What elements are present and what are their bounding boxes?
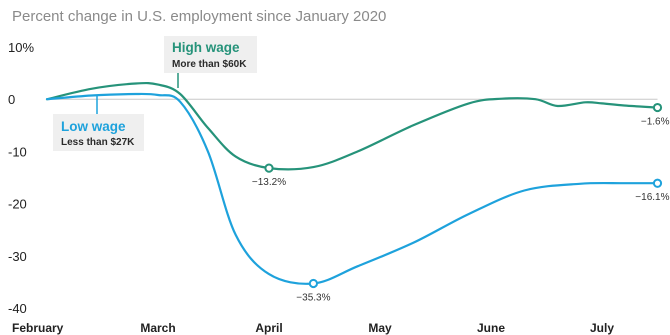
high-wage-data-point (264, 163, 274, 173)
y-tick-label: 0 (8, 92, 15, 107)
y-tick-label: 10% (8, 40, 34, 55)
high-wage-data-point (652, 102, 663, 113)
high-wage-series-line (45, 81, 659, 171)
low-wage-data-label: −35.3% (296, 292, 330, 303)
y-tick-label: -10 (8, 144, 27, 159)
low-wage-callout-box (53, 114, 144, 151)
x-tick-label: July (590, 321, 614, 335)
x-tick-label: May (368, 321, 392, 335)
x-tick-label: February (12, 321, 64, 335)
y-tick-label: -20 (8, 197, 27, 212)
high-wage-callout-box (164, 36, 257, 73)
high-wage-data-label: −13.2% (252, 177, 286, 188)
chart-title: Percent change in U.S. employment since … (12, 8, 386, 25)
high-wage-legend-label: High wage (172, 40, 240, 55)
low-wage-data-point (652, 178, 663, 188)
low-wage-data-label: −16.1% (635, 192, 669, 203)
x-tick-label: March (140, 321, 175, 335)
low-wage-series-line (45, 92, 659, 285)
x-tick-label: June (477, 321, 505, 335)
y-tick-label: -30 (8, 249, 27, 264)
low-wage-data-point (308, 278, 318, 289)
low-wage-legend-label: Low wage (61, 119, 126, 134)
high-wage-legend-sublabel: More than $60K (172, 59, 247, 70)
y-tick-label: -40 (8, 301, 27, 316)
x-tick-label: April (255, 321, 282, 335)
high-wage-data-label: −1.6% (641, 117, 670, 128)
low-wage-legend-sublabel: Less than $27K (61, 137, 135, 148)
